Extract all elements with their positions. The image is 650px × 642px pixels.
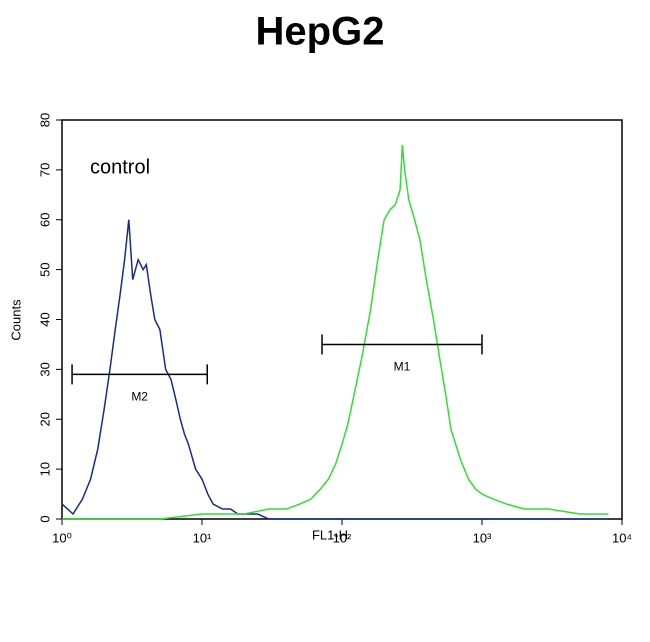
y-tick-label: 20 bbox=[37, 412, 52, 426]
x-tick-label: 10⁴ bbox=[612, 530, 632, 545]
x-tick-label: 10² bbox=[333, 530, 352, 545]
series-line bbox=[61, 219, 609, 520]
x-tick-label: 10⁰ bbox=[52, 530, 72, 545]
y-tick-label: 30 bbox=[37, 362, 52, 376]
y-tick-label: 50 bbox=[37, 262, 52, 276]
y-tick-label: 70 bbox=[37, 163, 52, 177]
marker-label: M2 bbox=[131, 390, 148, 404]
y-tick-label: 10 bbox=[37, 462, 52, 476]
plot-frame bbox=[61, 119, 623, 520]
annotation: control bbox=[90, 156, 150, 178]
chart-title: HepG2 bbox=[256, 10, 385, 54]
series-line bbox=[62, 144, 609, 520]
marker-label: M1 bbox=[394, 360, 411, 374]
y-tick-label: 60 bbox=[37, 213, 52, 227]
x-tick-label: 10³ bbox=[473, 530, 492, 545]
y-tick-label: 0 bbox=[37, 515, 52, 522]
y-tick-label: 80 bbox=[37, 113, 52, 127]
x-tick-label: 10¹ bbox=[193, 530, 212, 545]
y-tick-label: 40 bbox=[37, 312, 52, 326]
x-axis-label: FL1-H bbox=[312, 527, 348, 542]
y-axis-label: Counts bbox=[8, 299, 23, 341]
